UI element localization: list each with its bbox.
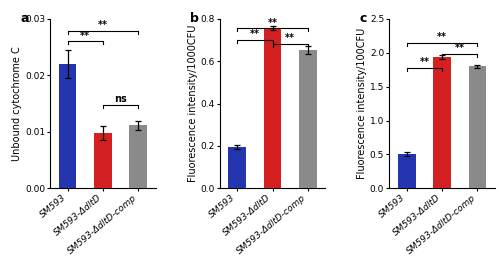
- Text: c: c: [360, 12, 367, 25]
- Text: **: **: [80, 31, 90, 41]
- Bar: [299, 50, 316, 188]
- Bar: [228, 147, 246, 188]
- Text: **: **: [98, 20, 108, 30]
- Text: b: b: [190, 12, 198, 25]
- Y-axis label: Fluorescence intensity/1000CFU: Fluorescence intensity/1000CFU: [188, 25, 198, 182]
- Text: ns: ns: [114, 94, 127, 104]
- Bar: [94, 133, 112, 188]
- Text: **: **: [454, 43, 464, 53]
- Bar: [468, 66, 486, 188]
- Bar: [130, 125, 147, 188]
- Text: **: **: [420, 57, 430, 67]
- Text: **: **: [250, 29, 260, 39]
- Bar: [59, 64, 76, 188]
- Y-axis label: Unbound cytochrome C: Unbound cytochrome C: [12, 46, 22, 161]
- Bar: [398, 154, 415, 188]
- Text: a: a: [20, 12, 29, 25]
- Bar: [433, 57, 451, 188]
- Text: **: **: [437, 32, 447, 42]
- Y-axis label: Fluorescence intensity/100CFU: Fluorescence intensity/100CFU: [357, 28, 367, 179]
- Text: **: **: [285, 33, 295, 43]
- Bar: [264, 28, 281, 188]
- Text: **: **: [268, 17, 278, 27]
